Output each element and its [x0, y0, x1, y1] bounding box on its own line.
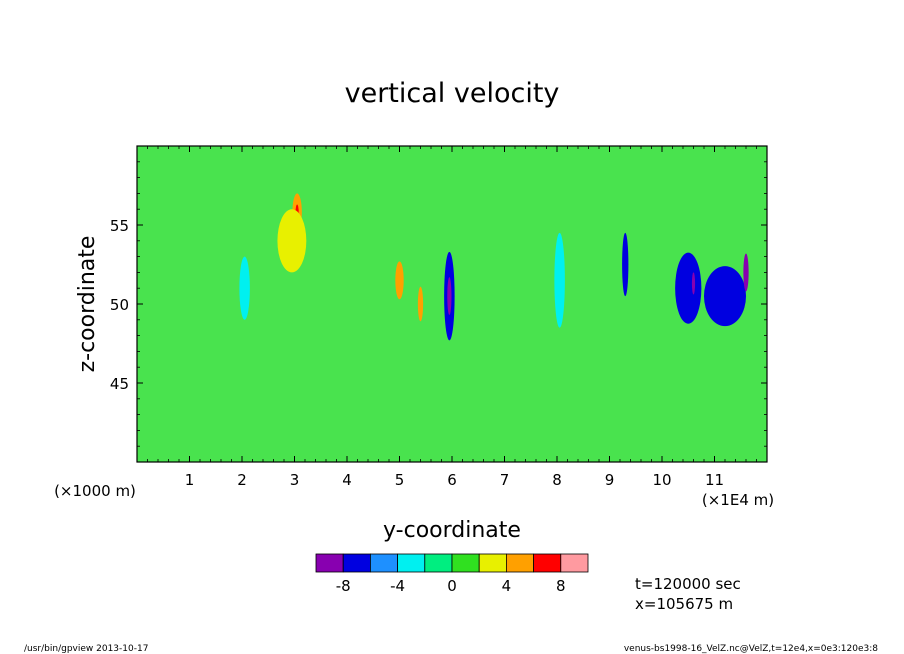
x-tick-label: 8 — [552, 471, 562, 489]
colorbar-swatch — [478, 553, 507, 573]
colorbar-ticks: -8 -4 0 4 8 — [336, 577, 566, 595]
x-axis: 1 2 3 4 5 6 7 8 9 10 11 — [147, 146, 757, 489]
contour-fields — [239, 193, 749, 341]
time-label: t=120000 sec — [635, 575, 741, 593]
position-label: x=105675 m — [635, 595, 733, 613]
colorbar-swatch — [397, 553, 426, 573]
x-tick-label: 2 — [237, 471, 247, 489]
y-axis: 45 50 55 — [110, 161, 767, 447]
contour-feature-10 — [622, 232, 629, 297]
contour-feature-14 — [743, 253, 749, 292]
x-tick-label: 6 — [447, 471, 457, 489]
contour-feature-2 — [277, 209, 307, 273]
colorbar-swatch — [505, 553, 534, 573]
contour-feature-11 — [675, 252, 702, 324]
colorbar-swatch — [315, 553, 344, 573]
colorbar-tick-label: 4 — [502, 577, 512, 595]
x-tick-label: 10 — [652, 471, 671, 489]
colorbar-swatch — [533, 553, 562, 573]
colorbar-tick-label: -4 — [390, 577, 405, 595]
colorbar-swatch — [342, 553, 371, 573]
colorbar — [315, 553, 589, 573]
contour-feature-13 — [704, 266, 746, 327]
contour-feature-9 — [554, 232, 565, 328]
colorbar-swatch — [424, 553, 453, 573]
footer-right: venus-bs1998-16_VelZ.nc@VelZ,t=12e4,x=0e… — [624, 644, 878, 654]
x-tick-label: 11 — [705, 471, 724, 489]
y-scale-note: (×1000 m) — [54, 482, 136, 500]
contour-feature-8 — [447, 277, 452, 316]
x-tick-label: 3 — [290, 471, 300, 489]
x-tick-label: 9 — [605, 471, 615, 489]
y-tick-label: 45 — [110, 375, 129, 393]
x-tick-label: 4 — [342, 471, 352, 489]
contour-feature-12 — [691, 272, 696, 295]
x-tick-label: 5 — [395, 471, 405, 489]
contour-feature-4 — [239, 256, 250, 320]
colorbar-swatch — [451, 553, 480, 573]
chart-title: vertical velocity — [345, 78, 560, 109]
contour-feature-5 — [395, 261, 404, 300]
y-tick-label: 55 — [110, 217, 129, 235]
colorbar-tick-label: -8 — [336, 577, 351, 595]
colorbar-tick-label: 0 — [447, 577, 457, 595]
y-axis-label: z-coordinate — [75, 236, 100, 373]
x-tick-label: 1 — [185, 471, 195, 489]
y-tick-label: 50 — [110, 296, 129, 314]
colorbar-swatch — [560, 553, 589, 573]
footer-left: /usr/bin/gpview 2013-10-17 — [24, 644, 148, 654]
colorbar-tick-label: 8 — [556, 577, 566, 595]
x-tick-label: 7 — [500, 471, 510, 489]
contour-feature-6 — [417, 286, 424, 322]
x-axis-label: y-coordinate — [383, 518, 521, 543]
colorbar-swatch — [369, 553, 398, 573]
x-scale-note: (×1E4 m) — [702, 491, 774, 509]
